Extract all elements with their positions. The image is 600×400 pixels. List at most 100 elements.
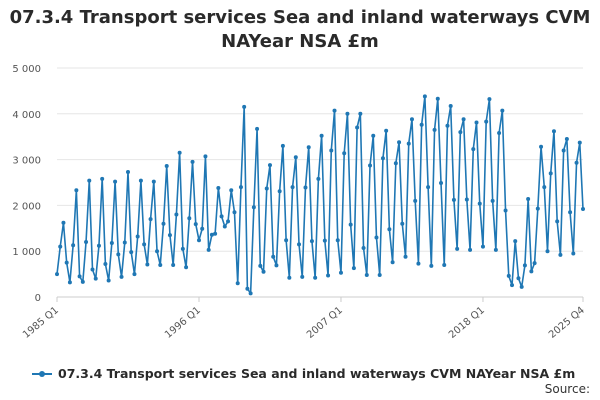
data-point[interactable]	[426, 185, 431, 190]
data-point[interactable]	[545, 249, 550, 254]
data-point[interactable]	[358, 111, 363, 116]
data-point[interactable]	[87, 178, 92, 183]
data-point[interactable]	[539, 144, 544, 149]
data-point[interactable]	[429, 263, 434, 268]
data-point[interactable]	[510, 283, 515, 288]
data-point[interactable]	[464, 197, 469, 202]
data-point[interactable]	[61, 220, 66, 225]
data-point[interactable]	[216, 186, 221, 190]
data-point[interactable]	[345, 111, 350, 116]
data-point[interactable]	[393, 161, 398, 166]
data-point[interactable]	[400, 221, 405, 226]
data-point[interactable]	[113, 179, 118, 184]
legend[interactable]: 07.3.4 Transport services Sea and inland…	[32, 366, 575, 381]
data-point[interactable]	[200, 226, 205, 231]
data-point[interactable]	[558, 252, 563, 257]
data-point[interactable]	[542, 185, 547, 190]
data-point[interactable]	[135, 234, 140, 239]
data-point[interactable]	[387, 227, 392, 232]
data-point[interactable]	[277, 189, 282, 194]
data-point[interactable]	[522, 263, 527, 268]
data-point[interactable]	[77, 274, 82, 279]
data-point[interactable]	[74, 188, 79, 193]
data-point[interactable]	[561, 148, 566, 153]
data-point[interactable]	[332, 108, 337, 113]
data-point[interactable]	[348, 222, 353, 227]
data-point[interactable]	[116, 252, 121, 257]
data-point[interactable]	[190, 159, 195, 164]
data-point[interactable]	[551, 129, 556, 134]
data-point[interactable]	[67, 280, 72, 285]
data-point[interactable]	[316, 176, 321, 181]
data-point[interactable]	[306, 145, 311, 150]
data-point[interactable]	[309, 239, 314, 244]
data-point[interactable]	[335, 238, 340, 243]
data-point[interactable]	[145, 262, 150, 267]
data-point[interactable]	[577, 140, 582, 145]
data-point[interactable]	[122, 240, 127, 245]
data-point[interactable]	[497, 131, 502, 136]
data-point[interactable]	[232, 210, 237, 215]
data-point[interactable]	[526, 196, 531, 201]
data-point[interactable]	[267, 163, 272, 168]
data-point[interactable]	[371, 133, 376, 138]
data-point[interactable]	[303, 185, 308, 190]
data-point[interactable]	[419, 122, 424, 127]
data-point[interactable]	[384, 128, 389, 133]
data-point[interactable]	[90, 267, 95, 272]
data-point[interactable]	[174, 212, 179, 217]
data-point[interactable]	[100, 176, 105, 181]
data-point[interactable]	[413, 198, 418, 203]
data-point[interactable]	[171, 262, 176, 267]
data-point[interactable]	[258, 263, 263, 268]
data-point[interactable]	[581, 207, 585, 212]
data-point[interactable]	[80, 279, 85, 284]
data-point[interactable]	[461, 117, 466, 122]
data-point[interactable]	[248, 291, 253, 296]
data-point[interactable]	[271, 254, 276, 259]
data-point[interactable]	[397, 140, 402, 145]
data-point[interactable]	[468, 247, 473, 252]
data-point[interactable]	[471, 147, 476, 152]
data-point[interactable]	[242, 104, 247, 109]
data-point[interactable]	[235, 281, 240, 286]
data-point[interactable]	[351, 266, 356, 271]
data-point[interactable]	[329, 148, 334, 153]
data-point[interactable]	[380, 156, 385, 161]
data-point[interactable]	[493, 247, 498, 252]
data-point[interactable]	[164, 164, 169, 169]
data-point[interactable]	[251, 205, 256, 210]
data-point[interactable]	[326, 273, 331, 278]
data-point[interactable]	[193, 222, 198, 227]
data-point[interactable]	[96, 243, 101, 248]
data-point[interactable]	[261, 269, 266, 274]
data-point[interactable]	[322, 238, 327, 243]
data-point[interactable]	[55, 272, 59, 277]
data-point[interactable]	[319, 133, 324, 138]
data-point[interactable]	[503, 208, 508, 213]
data-point[interactable]	[409, 117, 414, 122]
data-point[interactable]	[71, 243, 76, 248]
data-point[interactable]	[280, 143, 285, 148]
data-point[interactable]	[125, 169, 130, 174]
data-point[interactable]	[474, 120, 479, 125]
data-point[interactable]	[287, 275, 292, 280]
data-point[interactable]	[442, 262, 447, 267]
data-point[interactable]	[245, 286, 250, 291]
data-point[interactable]	[58, 244, 63, 249]
data-point[interactable]	[490, 198, 495, 203]
data-point[interactable]	[532, 261, 537, 266]
data-point[interactable]	[519, 284, 524, 289]
data-point[interactable]	[529, 269, 534, 274]
data-point[interactable]	[293, 155, 298, 160]
data-point[interactable]	[132, 272, 137, 277]
data-point[interactable]	[377, 273, 382, 278]
data-point[interactable]	[416, 261, 421, 266]
data-point[interactable]	[338, 270, 343, 275]
data-point[interactable]	[226, 219, 231, 224]
data-point[interactable]	[213, 231, 218, 236]
data-point[interactable]	[564, 136, 569, 141]
data-point[interactable]	[222, 224, 227, 229]
data-point[interactable]	[290, 185, 295, 190]
data-point[interactable]	[342, 151, 347, 156]
